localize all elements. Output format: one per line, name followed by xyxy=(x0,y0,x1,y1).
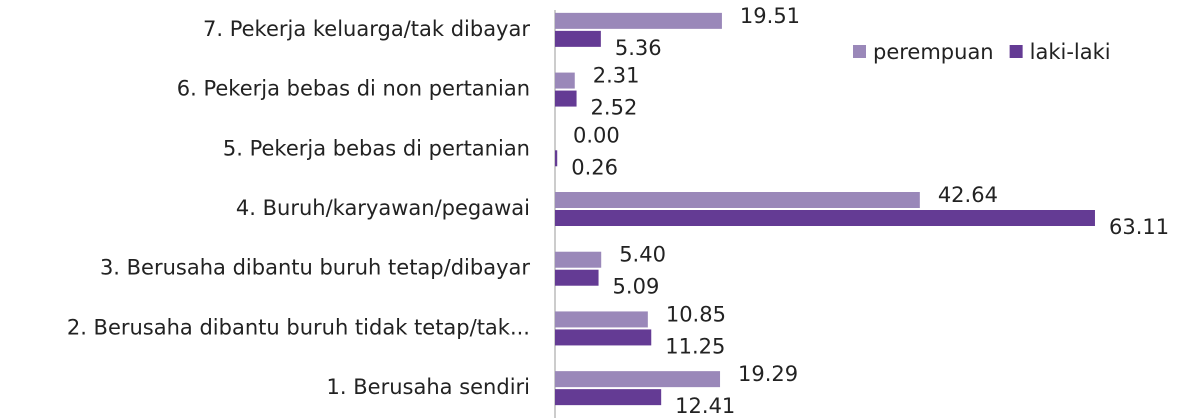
bar xyxy=(555,269,599,286)
bar xyxy=(555,150,558,167)
y-tick-label: 4. Buruh/karyawan/pegawai xyxy=(236,196,530,220)
value-label: 11.25 xyxy=(665,334,725,358)
value-label: 10.85 xyxy=(666,302,726,326)
value-label: 5.09 xyxy=(613,275,660,299)
y-tick-label: 7. Pekerja keluarga/tak dibayar xyxy=(203,17,530,41)
y-tick-label: 3. Berusaha dibantu buruh tetap/dibayar xyxy=(100,256,530,280)
value-label: 19.51 xyxy=(740,4,800,28)
bar xyxy=(555,371,721,388)
bar xyxy=(555,329,652,346)
value-label: 0.00 xyxy=(573,123,620,147)
value-label: 2.52 xyxy=(591,96,638,120)
value-label: 42.64 xyxy=(938,183,998,207)
bar xyxy=(555,251,602,268)
bar xyxy=(555,72,575,89)
bar xyxy=(555,311,648,328)
value-label: 5.40 xyxy=(619,243,666,267)
value-label: 0.26 xyxy=(571,155,618,179)
bar xyxy=(555,30,601,47)
legend-label: perempuan xyxy=(873,40,994,64)
bar xyxy=(555,192,920,208)
value-label: 2.31 xyxy=(593,64,640,88)
value-label: 12.41 xyxy=(675,394,735,418)
legend-swatch xyxy=(853,45,866,58)
value-label: 5.36 xyxy=(615,36,662,60)
bar xyxy=(555,389,662,406)
legend-swatch xyxy=(1009,45,1023,58)
y-tick-label: 6. Pekerja bebas di non pertanian xyxy=(177,77,530,101)
y-tick-label: 2. Berusaha dibantu buruh tidak tetap/ta… xyxy=(67,315,530,339)
bar xyxy=(555,90,577,107)
bar xyxy=(555,210,1095,226)
y-tick-label: 5. Pekerja bebas di pertanian xyxy=(223,136,530,160)
bar xyxy=(555,12,722,29)
y-tick-label: 1. Berusaha sendiri xyxy=(327,375,530,399)
legend-label: laki-laki xyxy=(1030,40,1111,64)
value-label: 19.29 xyxy=(738,362,798,386)
value-label: 63.11 xyxy=(1109,215,1169,239)
